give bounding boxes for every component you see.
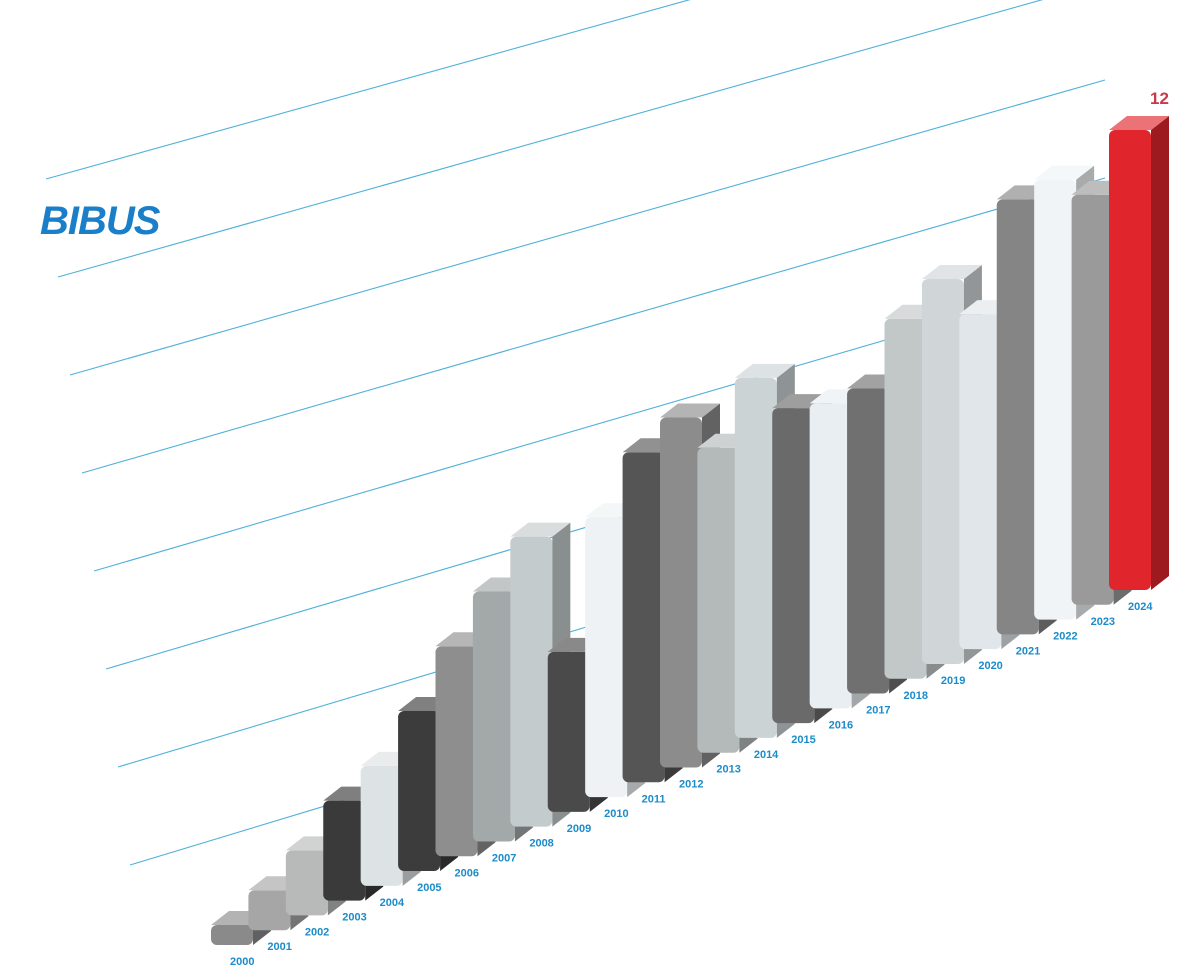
bar-front-2004	[360, 765, 403, 886]
bar-front-2010	[585, 517, 628, 798]
year-label-2011: 2011	[642, 793, 666, 805]
year-label-2005: 2005	[417, 882, 441, 894]
year-label-2003: 2003	[342, 912, 366, 924]
year-label-2000: 2000	[230, 956, 254, 968]
bar-front-2005	[398, 711, 441, 872]
year-label-2016: 2016	[829, 719, 853, 731]
year-label-2002: 2002	[305, 926, 329, 938]
year-label-2023: 2023	[1091, 616, 1115, 628]
bar-side-2024	[1151, 116, 1169, 590]
bar-front-2007	[472, 591, 515, 842]
bar-front-2012	[660, 417, 702, 768]
bar-top-2008	[510, 522, 571, 537]
bar-top-2014	[734, 363, 795, 378]
bar-front-2015	[772, 408, 815, 724]
bar-front-2019	[921, 278, 964, 664]
bar-front-2003	[323, 800, 366, 901]
bar-front-2011	[622, 452, 665, 783]
year-label-2008: 2008	[529, 838, 553, 850]
year-label-2019: 2019	[941, 675, 965, 687]
gridline	[81, 177, 1106, 474]
year-label-2004: 2004	[380, 897, 405, 909]
bar-front-2001	[248, 890, 291, 931]
bar-top-2012	[660, 403, 720, 418]
year-label-2001: 2001	[267, 941, 291, 953]
bar-front-2023	[1071, 194, 1114, 605]
gridline	[45, 0, 691, 180]
bar-top-2019	[921, 264, 982, 279]
year-label-2015: 2015	[791, 734, 815, 746]
bar-front-2009	[547, 651, 590, 812]
year-label-2021: 2021	[1016, 645, 1040, 657]
year-label-2010: 2010	[604, 808, 628, 820]
year-label-2012: 2012	[679, 779, 703, 791]
year-label-2018: 2018	[904, 690, 928, 702]
bar-front-2016	[809, 403, 852, 709]
year-label-2024: 2024	[1128, 601, 1153, 613]
bars	[211, 116, 1169, 945]
bar-front-2018	[884, 318, 927, 679]
bar-front-2024	[1109, 130, 1151, 590]
bar-top-2024	[1109, 116, 1169, 130]
bibus-logo: BIBUS	[40, 199, 161, 243]
year-labels: 2000 2001 2002 2003 2004 2005 2006 2007 2008 2009…	[230, 601, 1153, 968]
bar-front-2000	[211, 925, 253, 945]
year-label-2013: 2013	[716, 764, 740, 776]
year-label-2007: 2007	[492, 852, 516, 864]
bar-front-2008	[510, 536, 553, 827]
highlight-value-label: 12	[1150, 89, 1169, 108]
bar-front-2017	[847, 388, 890, 694]
year-label-2022: 2022	[1053, 631, 1077, 643]
gridline	[69, 79, 1106, 376]
year-label-2014: 2014	[754, 749, 779, 761]
year-label-2009: 2009	[567, 823, 591, 835]
bar-front-2014	[734, 377, 777, 738]
bar-front-2002	[285, 850, 328, 916]
bar-front-2020	[959, 314, 1002, 650]
bar-front-2013	[697, 447, 740, 753]
year-label-2020: 2020	[978, 660, 1002, 672]
bar-front-2006	[435, 646, 478, 857]
gridline	[57, 0, 1044, 278]
bar-2024	[1109, 116, 1169, 590]
year-label-2006: 2006	[455, 867, 479, 879]
bar-top-2022	[1034, 165, 1095, 180]
bar-front-2021	[996, 199, 1039, 635]
bar-front-2022	[1034, 179, 1077, 620]
year-label-2017: 2017	[866, 705, 890, 717]
